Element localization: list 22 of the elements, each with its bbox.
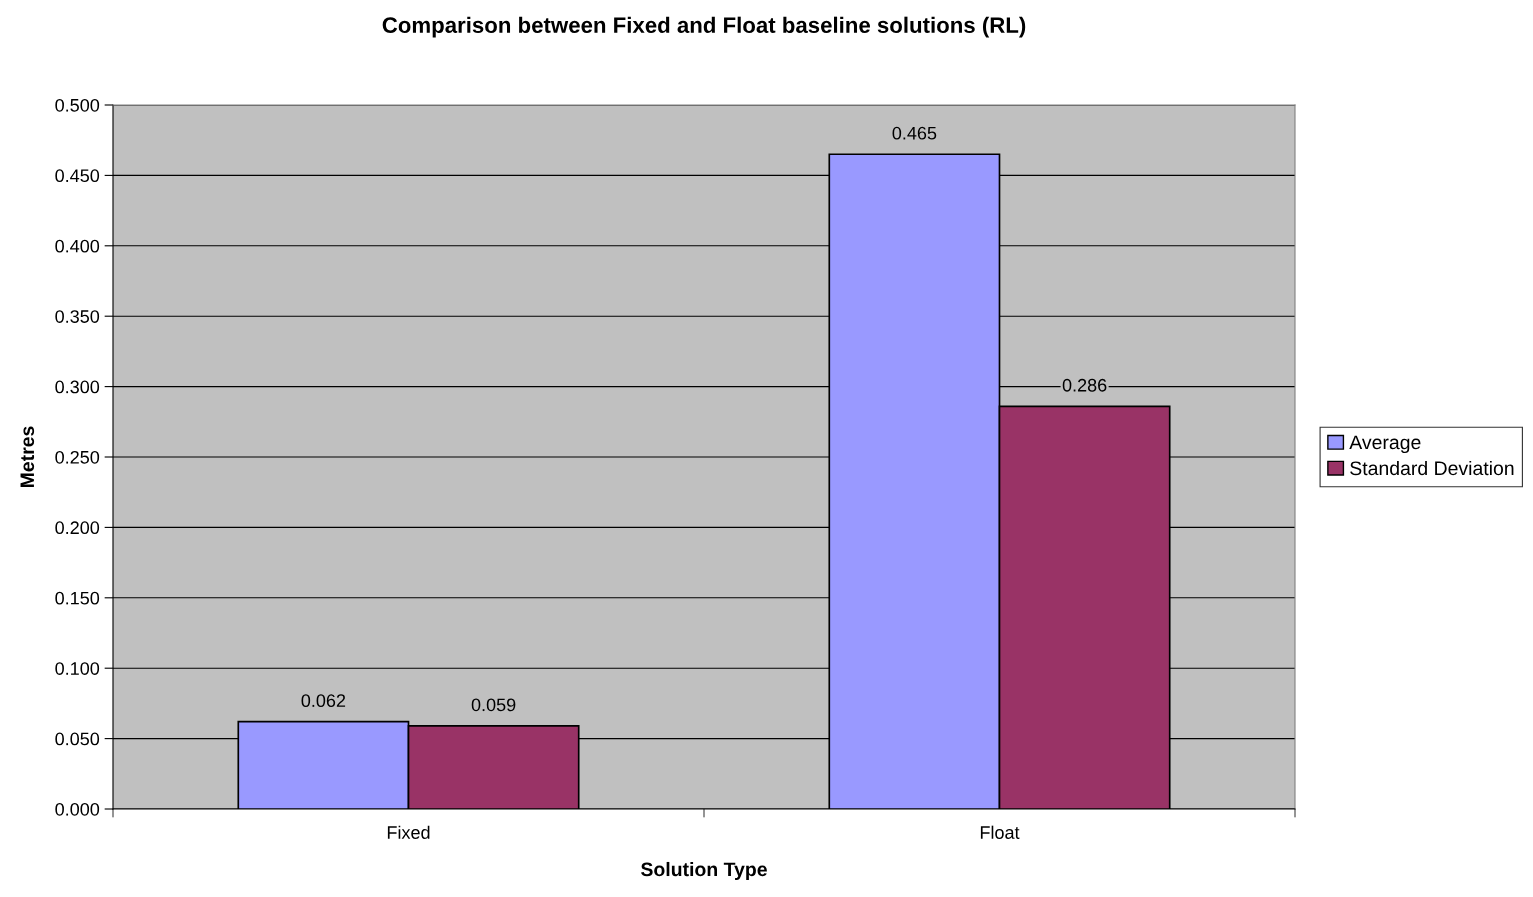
y-tick-label: 0.150	[55, 591, 100, 605]
y-tick-label: 0.000	[55, 802, 100, 816]
data-label: 0.465	[892, 126, 937, 140]
y-tick-label: 0.450	[55, 169, 100, 183]
y-tick-label: 0.100	[55, 662, 100, 675]
data-label: 0.059	[471, 698, 516, 712]
y-tick-label: 0.250	[55, 450, 100, 464]
y-tick-label: 0.050	[55, 732, 100, 746]
x-axis-title: Solution Type	[641, 861, 767, 881]
y-tick-label: 0.350	[55, 310, 100, 323]
data-label: 0.286	[1062, 378, 1107, 392]
y-axis-title: Metres	[20, 426, 35, 488]
y-tick-label: 0.500	[55, 98, 100, 112]
y-tick-label: 0.400	[55, 239, 100, 253]
data-label: 0.062	[301, 694, 346, 708]
chart-title: Comparison between Fixed and Float baseline solutions (RL)	[382, 16, 1026, 38]
legend-label: Standard Deviation	[1350, 460, 1514, 476]
x-tick-label: Float	[980, 825, 1020, 839]
y-tick-label: 0.300	[55, 380, 100, 394]
x-tick-label: Fixed	[387, 825, 430, 839]
y-tick-label: 0.200	[55, 521, 100, 535]
legend-label: Average	[1349, 435, 1421, 454]
